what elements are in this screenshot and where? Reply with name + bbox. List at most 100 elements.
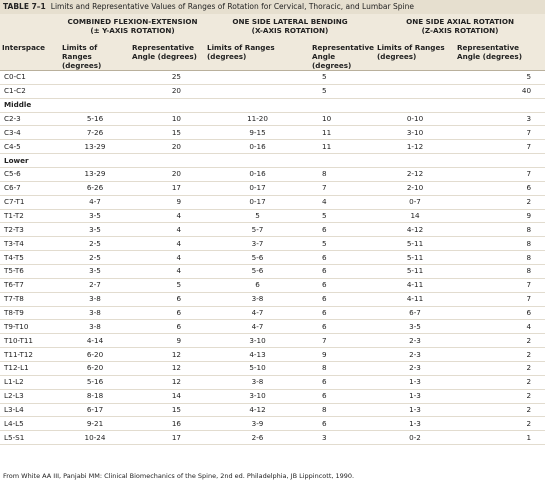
column-header: Limits of Ranges (degrees) (60, 42, 130, 71)
data-row: T5-T6 3-5 4 5-6 6 5-11 8 (0, 264, 545, 279)
cell: 1-3 (375, 403, 456, 418)
cell: 8 (455, 264, 545, 279)
cell: 6 (310, 319, 376, 335)
cell: 6 (310, 416, 376, 432)
group-axis: (X-AXIS ROTATION) (251, 26, 329, 35)
cell: 7 (455, 125, 545, 141)
data-row: L2-L3 8-18 14 3-10 6 1-3 2 (0, 389, 545, 404)
cell: 5-11 (375, 236, 456, 252)
cell: 17 (130, 430, 206, 446)
cell: 6-26 (60, 181, 130, 196)
cell: 4 (310, 195, 376, 210)
cell: 3-8 (60, 319, 130, 335)
cell: 5-16 (60, 112, 130, 127)
cell: 3 (310, 430, 376, 446)
cell: 12 (130, 375, 206, 390)
interspace: C1-C2 (0, 84, 60, 99)
column-header: Limits of Ranges (degrees) (205, 42, 311, 71)
cell: 8-18 (60, 389, 130, 404)
cell: 3-8 (205, 375, 311, 390)
cell: 5 (310, 70, 376, 85)
cell: 5 (455, 70, 545, 85)
cell: 13-29 (60, 167, 130, 182)
interspace: T1-T2 (0, 209, 60, 224)
cell: 20 (130, 84, 206, 99)
cell: 11-20 (205, 112, 311, 127)
table-label: TABLE 7–1 (3, 2, 46, 11)
interspace: C7-T1 (0, 195, 60, 210)
cell: 6 (310, 375, 376, 390)
column-header: Interspace (0, 42, 60, 71)
data-row: T6-T7 2-7 5 6 6 4-11 7 (0, 278, 545, 293)
cell: 15 (130, 125, 206, 141)
cell: 6 (455, 181, 545, 196)
data-row: T11-T12 6-20 12 4-13 9 2-3 2 (0, 347, 545, 363)
table-body: C0-C1 25 5 5 C1-C2 20 5 40 Middle C2-3 5-16 10 11-20… (0, 70, 545, 446)
cell: 1-3 (375, 375, 456, 390)
cell: 9-15 (205, 125, 311, 141)
interspace: T9-T10 (0, 319, 60, 335)
cell: 7 (455, 292, 545, 307)
cell: 12 (130, 361, 206, 376)
cell: 8 (455, 236, 545, 252)
table-title: TABLE 7–1 Limits and Representative Value… (0, 0, 545, 14)
cell: 3-9 (205, 416, 311, 432)
cell: 4-11 (375, 292, 456, 307)
cell: 2-5 (60, 236, 130, 252)
interspace: L3-L4 (0, 403, 60, 418)
cell: 6-20 (60, 361, 130, 376)
cell: 1-12 (375, 139, 456, 155)
cell: 4 (455, 319, 545, 335)
group-header: ONE SIDE AXIAL ROTATION (Z-AXIS ROTATION) (375, 14, 545, 42)
cell: 0-10 (375, 112, 456, 127)
cell: 6 (455, 306, 545, 321)
interspace: T10-T11 (0, 333, 60, 349)
cell: 6 (130, 319, 206, 335)
cell: 4-12 (205, 403, 311, 418)
cell (60, 70, 130, 85)
interspace: L2-L3 (0, 389, 60, 404)
cell: 3-5 (60, 222, 130, 238)
cell: 9 (130, 195, 206, 210)
cell: 10 (130, 112, 206, 127)
table-head: COMBINED FLEXION-EXTENSION (± Y-AXIS ROTA… (0, 14, 545, 71)
cell: 4 (130, 222, 206, 238)
cell (375, 84, 456, 99)
cell: 4-7 (205, 306, 311, 321)
group-header-row: COMBINED FLEXION-EXTENSION (± Y-AXIS ROTA… (0, 14, 545, 42)
cell: 16 (130, 416, 206, 432)
cell: 3-8 (60, 292, 130, 307)
cell: 5-7 (205, 222, 311, 238)
cell: 8 (455, 250, 545, 266)
data-row: T2-T3 3-5 4 5-7 6 4-12 8 (0, 222, 545, 238)
cell: 20 (130, 167, 206, 182)
cell: 2 (455, 361, 545, 376)
interspace: L1-L2 (0, 375, 60, 390)
cell: 3-10 (205, 389, 311, 404)
cell: 7 (310, 333, 376, 349)
cell: 9 (455, 209, 545, 224)
data-row: T7-T8 3-8 6 3-8 6 4-11 7 (0, 292, 545, 307)
interspace: T8-T9 (0, 306, 60, 321)
cell: 2-3 (375, 333, 456, 349)
cell: 2 (455, 347, 545, 363)
cell: 6 (310, 306, 376, 321)
cell: 6-17 (60, 403, 130, 418)
cell: 5-10 (205, 361, 311, 376)
data-row: T10-T11 4-14 9 3-10 7 2-3 2 (0, 333, 545, 349)
cell: 2 (455, 403, 545, 418)
cell: 2-5 (60, 250, 130, 266)
cell: 9 (310, 347, 376, 363)
cell: 6 (310, 222, 376, 238)
cell: 8 (310, 167, 376, 182)
column-header: Representative Angle (degrees) (310, 42, 376, 71)
cell: 2 (455, 416, 545, 432)
cell: 4-12 (375, 222, 456, 238)
interspace: C4-5 (0, 139, 60, 155)
interspace: T7-T8 (0, 292, 60, 307)
interspace: T12-L1 (0, 361, 60, 376)
table: COMBINED FLEXION-EXTENSION (± Y-AXIS ROTA… (0, 14, 545, 446)
cell: 2-3 (375, 347, 456, 363)
interspace: T11-T12 (0, 347, 60, 363)
cell: 6-20 (60, 347, 130, 363)
